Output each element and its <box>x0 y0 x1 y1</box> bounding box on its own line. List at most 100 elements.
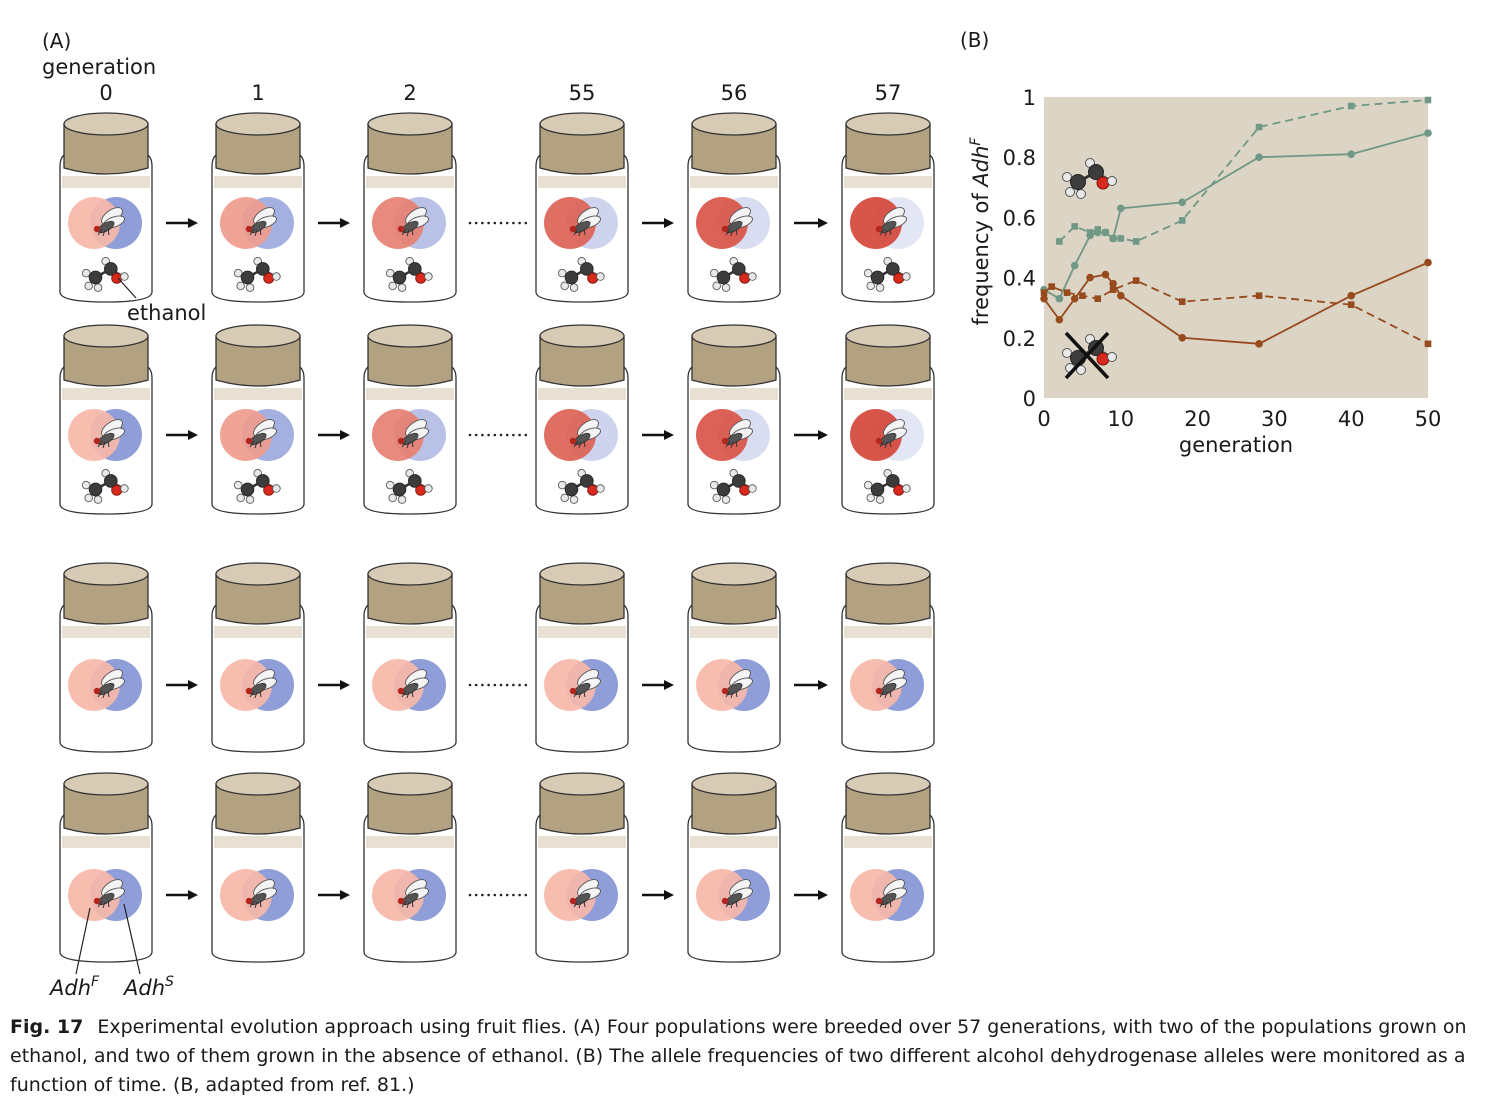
adhF-circle <box>220 869 272 921</box>
data-point <box>1063 289 1071 296</box>
series-line <box>1058 99 1429 243</box>
generation-arrow <box>166 680 198 690</box>
plot-area <box>1044 97 1428 398</box>
jar <box>59 324 153 515</box>
jar-cap <box>539 123 625 175</box>
data-point <box>1347 301 1355 308</box>
jar-cap <box>215 335 301 387</box>
adhF-circle <box>696 869 748 921</box>
generation-label: 0 <box>99 81 112 105</box>
data-point <box>1178 334 1187 342</box>
adhF-circle <box>372 869 424 921</box>
y-tick-label: 0 <box>1023 387 1036 411</box>
generation-arrow <box>794 430 828 440</box>
adhF-circle <box>372 197 424 249</box>
panel-a-figure: (A) generation 0 1 2 55 56 57 ethanol AdhF Ad… <box>42 29 935 1000</box>
jar <box>687 562 781 753</box>
data-point <box>1117 204 1125 213</box>
jar-cap <box>691 335 777 387</box>
jar-cap <box>539 783 625 835</box>
jar <box>841 324 935 515</box>
adhF-circle <box>220 409 272 461</box>
jar-cap <box>215 123 301 175</box>
figure-number: Fig. 17 <box>10 1016 84 1038</box>
figure-caption: Fig. 17 Experimental evolution approach u… <box>10 1013 1490 1100</box>
y-tick-label: 0.2 <box>1003 327 1036 351</box>
data-point <box>1048 283 1055 290</box>
adhF-circle <box>544 869 596 921</box>
data-point <box>1070 294 1079 303</box>
x-tick-label: 50 <box>1415 407 1442 431</box>
adhF-circle <box>696 197 748 249</box>
generation-arrow <box>318 680 350 690</box>
adhF-label: AdhF <box>48 974 100 1000</box>
generation-arrow <box>794 680 828 690</box>
generation-gap-dots <box>468 433 528 437</box>
data-point <box>1071 223 1079 230</box>
series-line <box>1043 279 1429 345</box>
generation-labels: 0 1 2 55 56 57 <box>99 81 901 105</box>
generation-arrow <box>318 430 350 440</box>
data-point <box>1040 289 1048 296</box>
jar <box>211 112 305 303</box>
generation-arrow <box>642 218 674 228</box>
x-tick-label: 20 <box>1184 407 1211 431</box>
data-point <box>1132 238 1140 245</box>
data-point <box>1094 295 1102 302</box>
adhF-circle <box>372 659 424 711</box>
jar-cap <box>63 783 149 835</box>
data-point <box>1102 229 1109 236</box>
data-point <box>1347 102 1355 110</box>
adhF-circle <box>696 409 748 461</box>
jar-cap <box>845 573 931 625</box>
jar-cap <box>539 573 625 625</box>
jar-cap <box>845 783 931 835</box>
jar <box>535 112 629 303</box>
data-point <box>1070 261 1079 270</box>
data-point <box>1347 150 1355 158</box>
y-tick-label: 1 <box>1023 86 1036 110</box>
jar-cap <box>691 783 777 835</box>
jar-cap <box>367 573 453 625</box>
jar <box>841 562 935 753</box>
adhF-pointer <box>75 907 91 975</box>
series-no-ethanol-dashed <box>1040 277 1432 348</box>
data-point <box>1117 235 1125 242</box>
data-point <box>1424 129 1432 137</box>
jar <box>687 112 781 303</box>
jar-cap <box>845 335 931 387</box>
jar-row <box>59 772 935 963</box>
jar-cap <box>215 573 301 625</box>
jar-cap <box>63 123 149 175</box>
x-tick-label: 0 <box>1037 407 1050 431</box>
generation-gap-dots <box>468 893 528 897</box>
adhF-circle <box>544 659 596 711</box>
generation-heading: generation <box>42 55 156 79</box>
chart-series <box>1040 96 1432 348</box>
data-point <box>1255 292 1263 299</box>
generation-arrow <box>794 890 828 900</box>
data-point <box>1109 279 1117 288</box>
x-tick-label: 30 <box>1261 407 1288 431</box>
jar <box>59 112 153 303</box>
data-point <box>1255 153 1263 161</box>
x-axis-label: generation <box>1179 433 1293 457</box>
jar-cap <box>691 123 777 175</box>
data-point <box>1424 258 1432 267</box>
jar-cap <box>367 783 453 835</box>
data-point <box>1424 340 1432 348</box>
jar <box>535 562 629 753</box>
y-tick-label: 0.6 <box>1003 206 1036 230</box>
generation-label: 2 <box>403 81 416 105</box>
jar <box>211 324 305 515</box>
adhF-circle <box>68 659 120 711</box>
adhF-circle <box>696 659 748 711</box>
jar <box>211 562 305 753</box>
jar <box>59 562 153 753</box>
data-point <box>1109 286 1117 293</box>
generation-arrow <box>642 890 674 900</box>
generation-label: 55 <box>569 81 596 105</box>
panel-a-label: (A) <box>42 29 71 53</box>
jar-row <box>59 324 935 515</box>
data-point <box>1094 226 1102 233</box>
